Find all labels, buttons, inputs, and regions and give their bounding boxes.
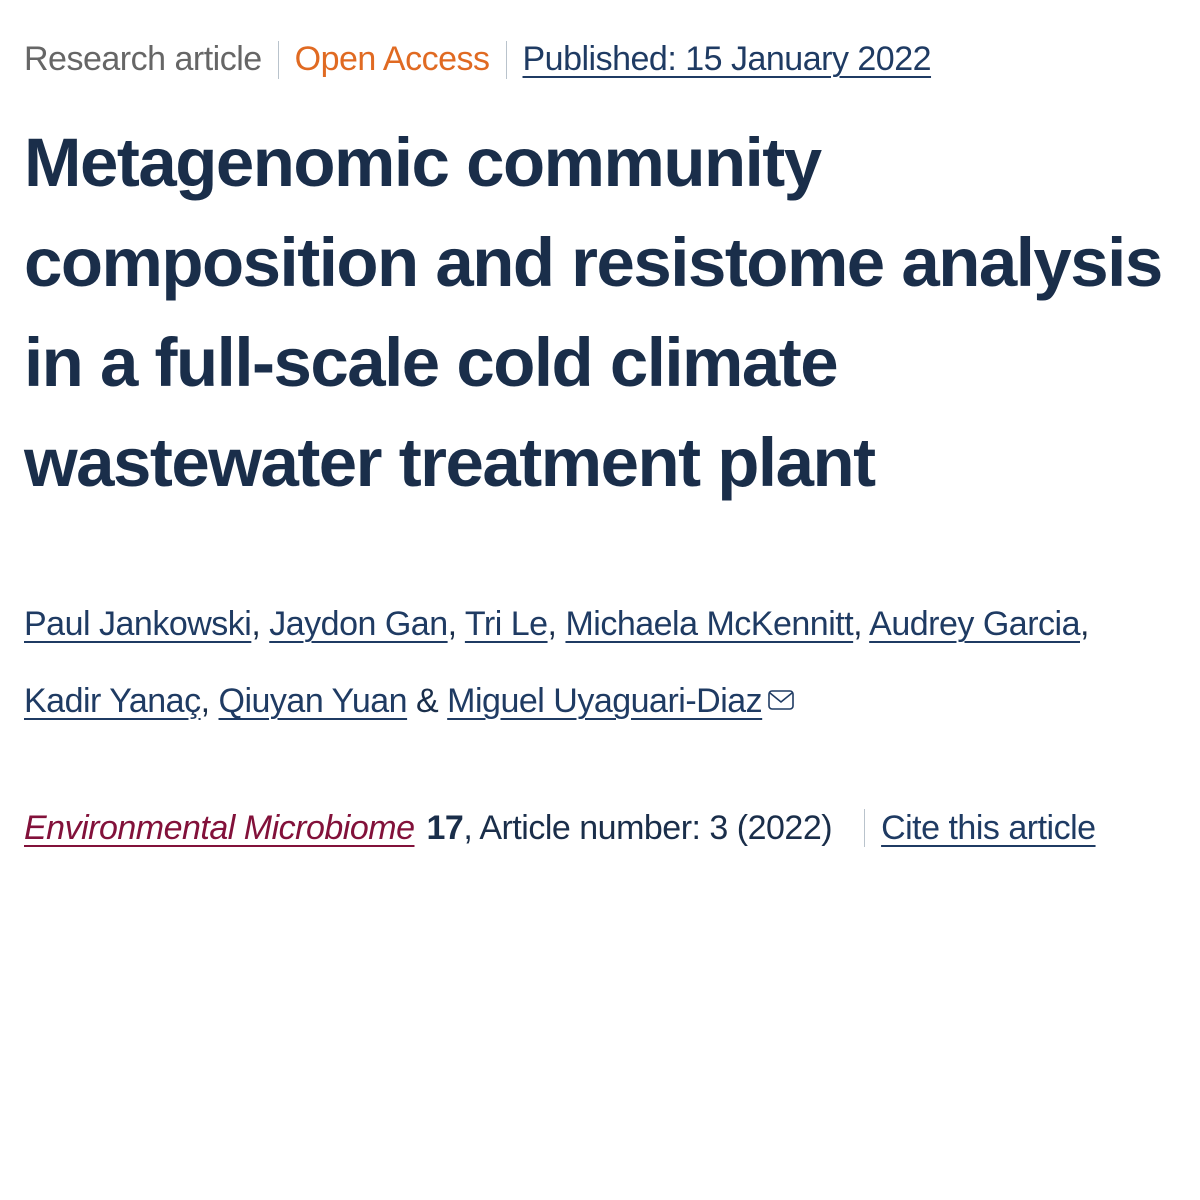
author-link[interactable]: Michaela McKennitt [565, 605, 853, 643]
author-list: Paul Jankowski, Jaydon Gan, Tri Le, Mich… [24, 587, 1176, 739]
author-link[interactable]: Jaydon Gan [269, 605, 447, 643]
meta-divider [506, 41, 507, 79]
article-title: Metagenomic community composition and re… [24, 113, 1176, 513]
article-number: , Article number: 3 (2022) [463, 809, 832, 848]
corresponding-mail-icon [768, 662, 794, 737]
cite-article-link[interactable]: Cite this article [881, 809, 1095, 848]
author-link[interactable]: Tri Le [465, 605, 548, 643]
author-link[interactable]: Audrey Garcia [869, 605, 1080, 643]
meta-divider [278, 41, 279, 79]
article-meta-row: Research article Open Access Published: … [24, 40, 1176, 79]
citation-row: Environmental Microbiome 17 , Article nu… [24, 809, 1176, 848]
published-date-link[interactable]: Published: 15 January 2022 [523, 40, 932, 79]
author-link[interactable]: Qiuyan Yuan [219, 682, 408, 720]
author-link[interactable]: Kadir Yanaç [24, 682, 201, 720]
volume-number: 17 [427, 809, 464, 848]
article-type: Research article [24, 40, 262, 79]
journal-link[interactable]: Environmental Microbiome [24, 809, 415, 848]
author-link[interactable]: Miguel Uyaguari-Diaz [447, 682, 762, 720]
open-access-badge: Open Access [295, 40, 490, 79]
author-link[interactable]: Paul Jankowski [24, 605, 251, 643]
citation-divider [864, 809, 865, 847]
